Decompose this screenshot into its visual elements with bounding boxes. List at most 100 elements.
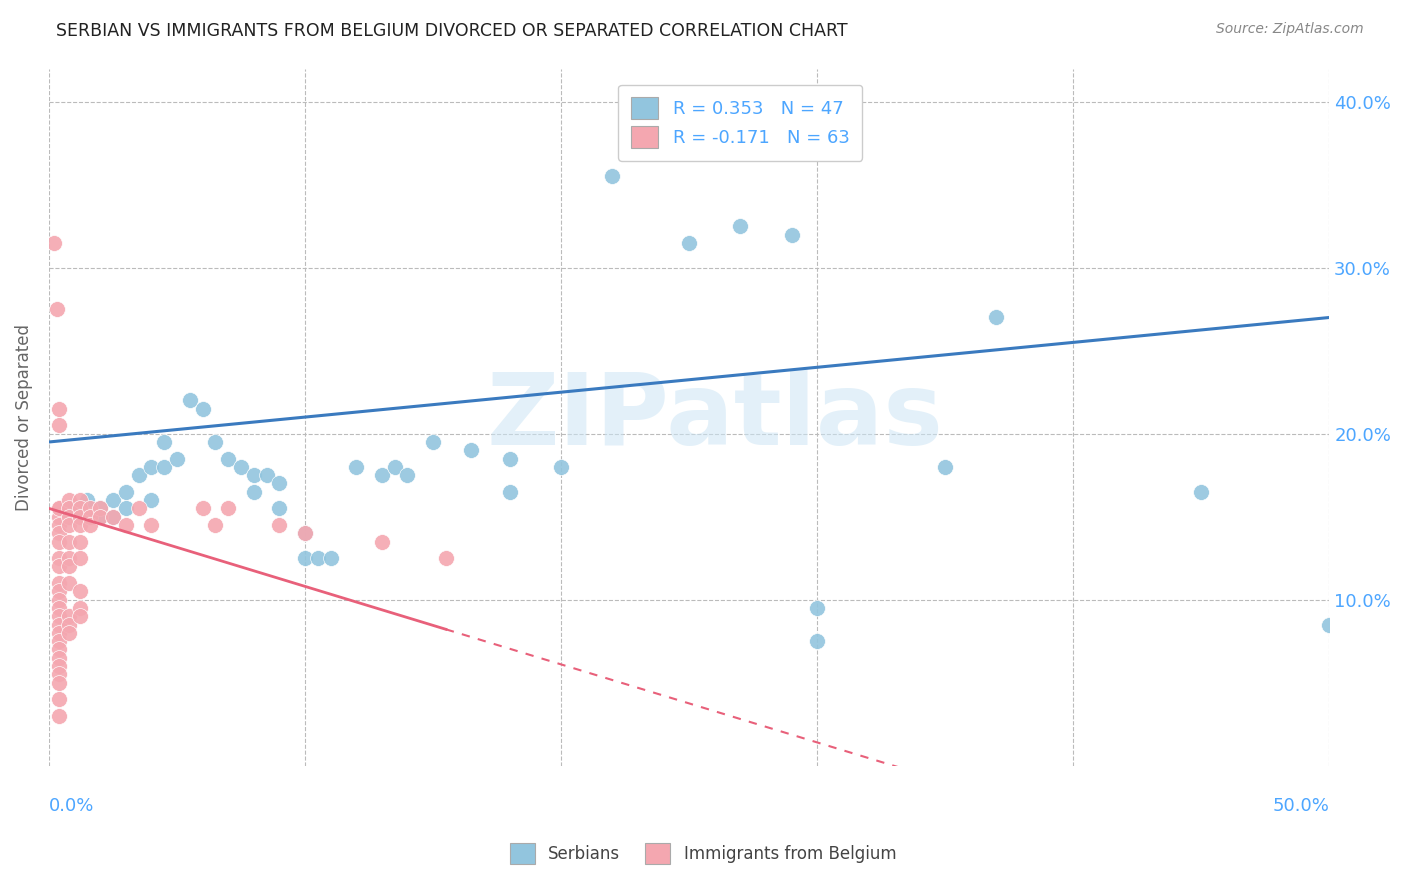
Point [79, 501, 101, 516]
Point [114, 518, 136, 533]
Point [191, 401, 214, 416]
Point [48, 584, 70, 599]
Point [48, 634, 70, 648]
Point [48, 401, 70, 416]
Point [58, 609, 80, 624]
Point [58, 509, 80, 524]
Point [63, 501, 86, 516]
Point [69, 534, 91, 549]
Point [58, 493, 80, 508]
Point [229, 459, 252, 474]
Point [48, 667, 70, 681]
Point [48, 642, 70, 657]
Point [179, 393, 201, 408]
Point [128, 468, 150, 483]
Point [48, 709, 70, 723]
Point [69, 493, 91, 508]
Point [48, 650, 70, 665]
Point [806, 634, 828, 648]
Point [243, 484, 266, 499]
Point [1317, 617, 1340, 632]
Point [256, 468, 278, 483]
Point [89, 509, 111, 524]
Point [243, 468, 266, 483]
Point [69, 584, 91, 599]
Point [294, 526, 316, 541]
Point [422, 434, 444, 449]
Point [730, 219, 752, 234]
Point [114, 501, 136, 516]
Point [986, 310, 1008, 325]
Point [48, 501, 70, 516]
Text: ZIPatlas: ZIPatlas [486, 368, 943, 466]
Point [384, 459, 406, 474]
Point [48, 526, 70, 541]
Point [48, 692, 70, 706]
Point [48, 659, 70, 673]
Point [89, 501, 111, 516]
Point [58, 625, 80, 640]
Text: 50.0%: 50.0% [1272, 797, 1329, 815]
Point [48, 617, 70, 632]
Point [48, 609, 70, 624]
Point [678, 235, 700, 250]
Point [550, 459, 572, 474]
Point [294, 551, 316, 566]
Point [371, 534, 394, 549]
Point [934, 459, 956, 474]
Legend: R = 0.353   N = 47, R = -0.171   N = 63: R = 0.353 N = 47, R = -0.171 N = 63 [619, 85, 862, 161]
Point [269, 476, 291, 491]
Point [141, 493, 163, 508]
Point [269, 518, 291, 533]
Point [58, 501, 80, 516]
Point [79, 518, 101, 533]
Point [58, 534, 80, 549]
Point [191, 501, 214, 516]
Point [434, 551, 457, 566]
Text: SERBIAN VS IMMIGRANTS FROM BELGIUM DIVORCED OR SEPARATED CORRELATION CHART: SERBIAN VS IMMIGRANTS FROM BELGIUM DIVOR… [56, 22, 848, 40]
Point [89, 501, 111, 516]
Point [58, 617, 80, 632]
Point [48, 675, 70, 690]
Y-axis label: Divorced or Separated: Divorced or Separated [15, 324, 32, 510]
Point [58, 518, 80, 533]
Text: 0.0%: 0.0% [49, 797, 94, 815]
Point [153, 434, 176, 449]
Point [600, 169, 623, 184]
Point [217, 451, 239, 466]
Point [319, 551, 342, 566]
Point [371, 468, 394, 483]
Point [69, 509, 91, 524]
Point [101, 509, 124, 524]
Point [217, 501, 239, 516]
Point [48, 501, 70, 516]
Point [48, 509, 70, 524]
Point [76, 493, 98, 508]
Point [48, 534, 70, 549]
Text: Source: ZipAtlas.com: Source: ZipAtlas.com [1216, 22, 1364, 37]
Point [69, 601, 91, 615]
Point [204, 434, 226, 449]
Point [101, 493, 124, 508]
Point [89, 509, 111, 524]
Point [58, 559, 80, 574]
Point [128, 501, 150, 516]
Point [780, 227, 803, 242]
Point [114, 484, 136, 499]
Point [499, 451, 522, 466]
Point [499, 484, 522, 499]
Point [48, 518, 70, 533]
Point [48, 601, 70, 615]
Point [101, 509, 124, 524]
Point [806, 601, 828, 615]
Point [69, 518, 91, 533]
Point [42, 235, 65, 250]
Point [45, 302, 67, 317]
Point [48, 625, 70, 640]
Point [460, 443, 482, 458]
Point [48, 559, 70, 574]
Point [166, 451, 188, 466]
Point [79, 509, 101, 524]
Point [344, 459, 367, 474]
Point [69, 501, 91, 516]
